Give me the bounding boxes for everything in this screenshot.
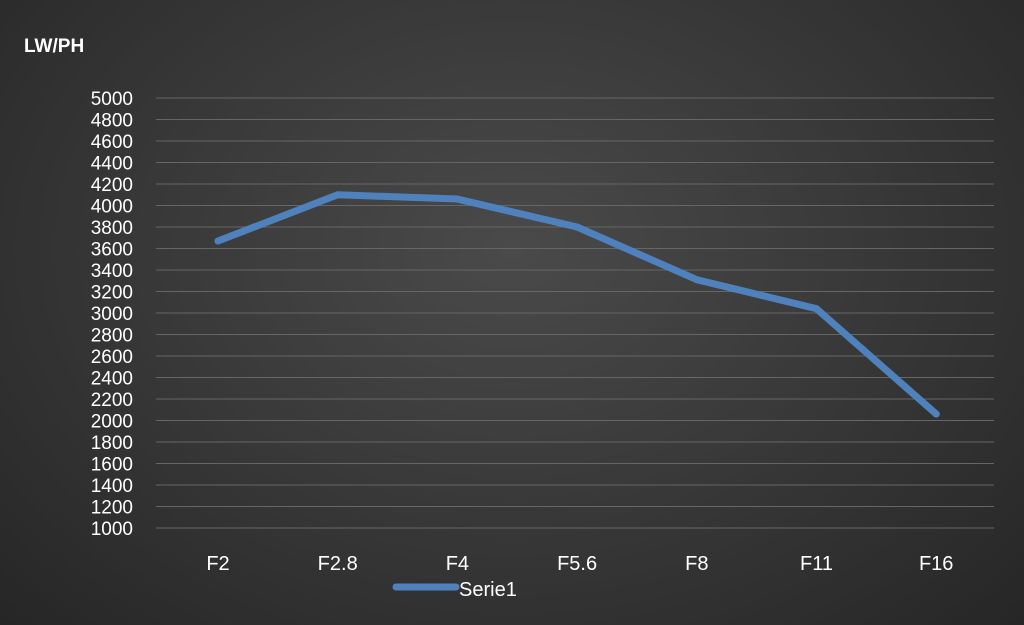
x-axis-ticks: F2 F2.8 F4 F5.6 F8 F11 F16 xyxy=(206,553,953,575)
data-point xyxy=(932,410,940,418)
y-tick-label: 2400 xyxy=(91,369,133,390)
data-point xyxy=(573,223,581,231)
data-point xyxy=(334,191,342,199)
y-tick-label: 1600 xyxy=(91,455,133,476)
y-tick-label: 2600 xyxy=(91,347,133,368)
y-tick-label: 4800 xyxy=(91,111,133,132)
y-tick-label: 2000 xyxy=(91,412,133,433)
legend: Serie1 xyxy=(392,579,517,601)
y-tick-label: 1000 xyxy=(91,519,133,540)
y-tick-label: 4000 xyxy=(91,197,133,218)
x-tick-label: F2 xyxy=(206,553,229,575)
y-tick-label: 4400 xyxy=(91,154,133,175)
y-axis-label: LW/PH xyxy=(24,36,84,57)
y-tick-label: 4600 xyxy=(91,132,133,153)
data-point xyxy=(214,237,222,245)
y-tick-label: 2200 xyxy=(91,390,133,411)
y-tick-label: 5000 xyxy=(91,89,133,110)
x-tick-label: F5.6 xyxy=(557,553,597,575)
y-tick-label: 1400 xyxy=(91,476,133,497)
y-tick-label: 3200 xyxy=(91,283,133,304)
y-tick-label: 1200 xyxy=(91,498,133,519)
x-tick-label: F8 xyxy=(685,553,708,575)
x-tick-label: F2.8 xyxy=(318,553,358,575)
y-tick-label: 3400 xyxy=(91,261,133,282)
data-point xyxy=(453,195,461,203)
y-tick-label: 4200 xyxy=(91,175,133,196)
y-tick-label: 3000 xyxy=(91,304,133,325)
y-axis-ticks: 1000120014001600180020002200240026002800… xyxy=(91,89,133,540)
y-tick-label: 3800 xyxy=(91,218,133,239)
x-tick-label: F4 xyxy=(446,553,469,575)
x-tick-label: F11 xyxy=(800,553,833,575)
y-tick-label: 1800 xyxy=(91,433,133,454)
y-tick-label: 2800 xyxy=(91,326,133,347)
data-point xyxy=(813,305,820,313)
x-tick-label: F16 xyxy=(919,553,953,575)
data-point xyxy=(693,276,701,284)
legend-label: Serie1 xyxy=(459,579,517,601)
series-layer xyxy=(214,191,940,418)
y-tick-label: 3600 xyxy=(91,240,133,261)
gridlines xyxy=(156,97,994,529)
